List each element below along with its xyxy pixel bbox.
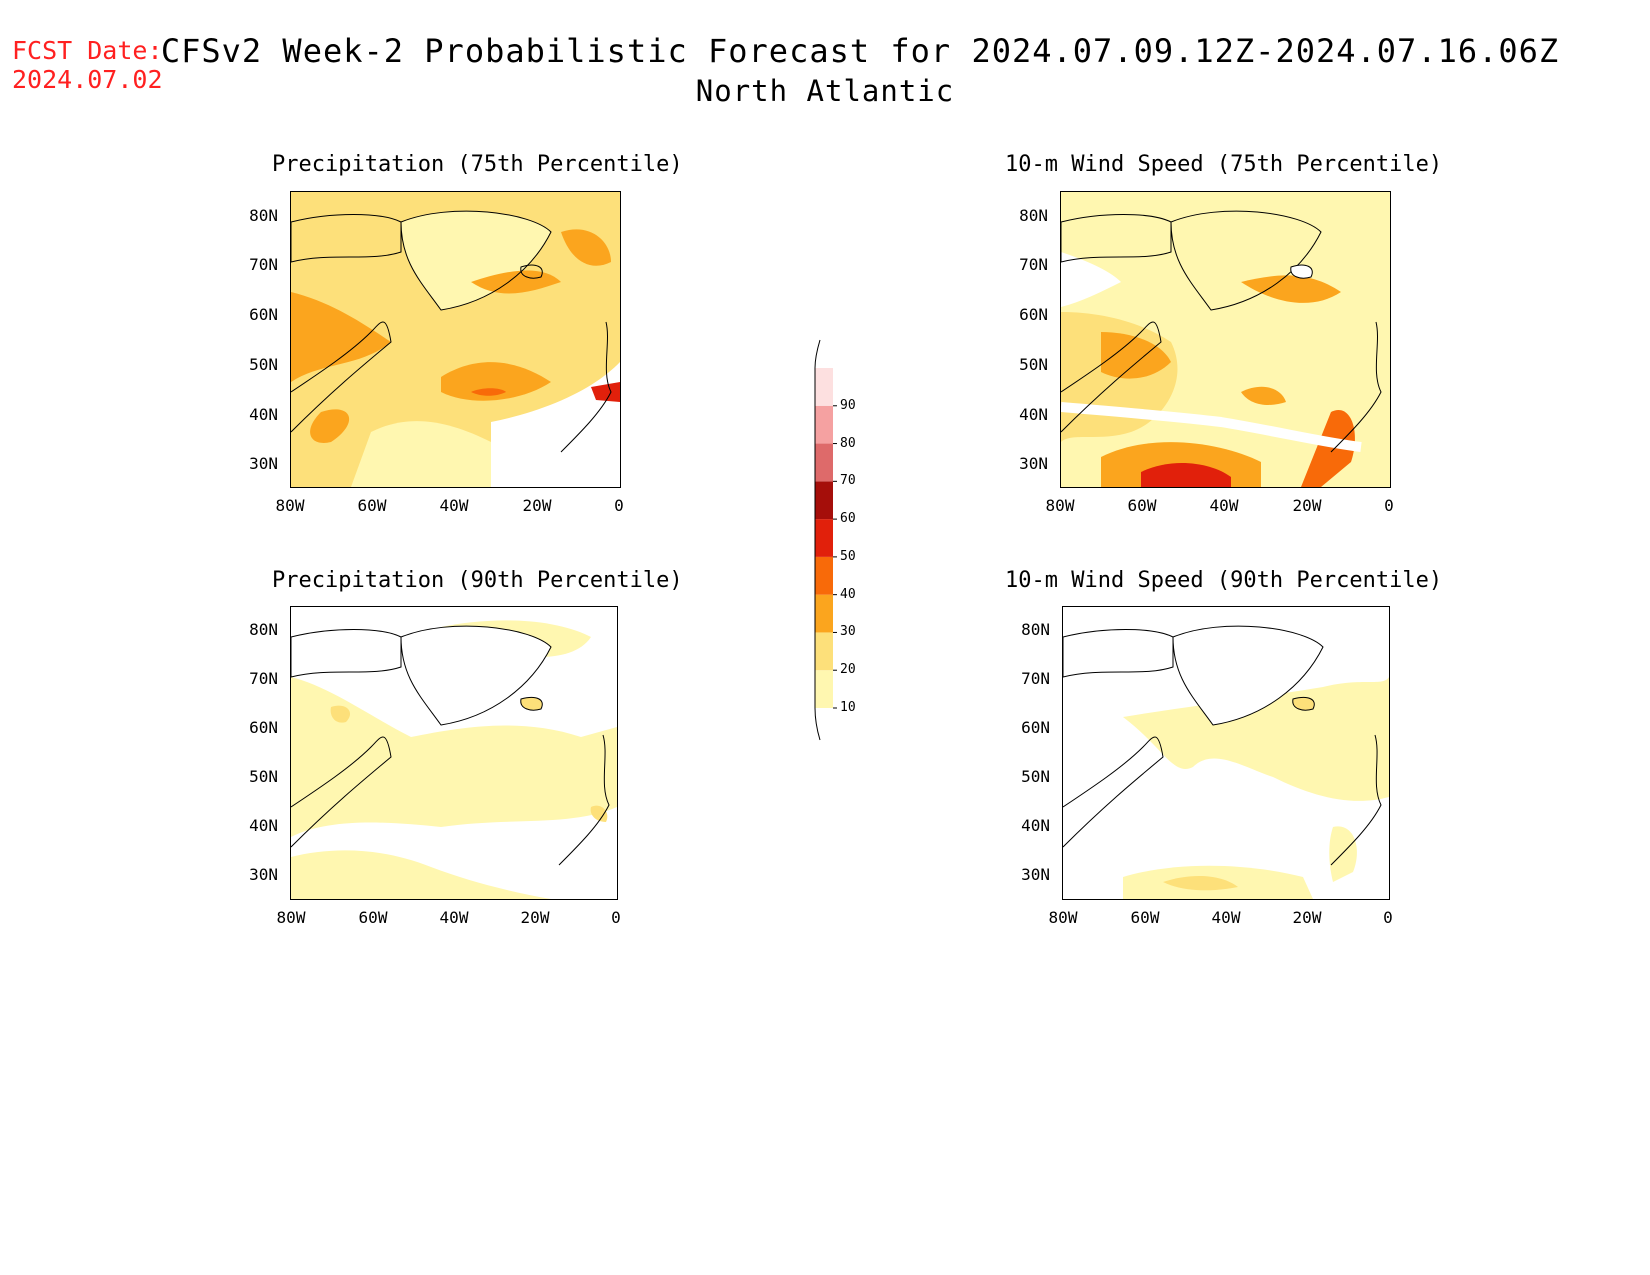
colorbar-label: 70 (840, 473, 856, 489)
lat-label: 70N (249, 669, 278, 688)
forecast-date-block: FCST Date: 2024.07.02 (12, 36, 163, 94)
panel-title: Precipitation (90th Percentile) (272, 568, 683, 593)
lon-label: 80W (275, 496, 305, 515)
lon-label: 80W (276, 908, 306, 927)
colorbar-label: 20 (840, 662, 856, 678)
lat-label: 70N (249, 255, 278, 274)
map-precip-90 (290, 606, 618, 900)
colorbar-swatch (815, 368, 833, 406)
lon-label: 40W (1209, 496, 1239, 515)
lat-label: 80N (1019, 206, 1048, 225)
lon-label: 60W (1127, 496, 1157, 515)
colorbar-label: 90 (840, 397, 856, 413)
map-field (291, 607, 617, 899)
panel-title: Precipitation (75th Percentile) (272, 152, 683, 177)
map-wind-90 (1062, 606, 1390, 900)
colorbar: 10 20 30 40 50 60 70 80 90 (812, 338, 872, 752)
panel-title: 10-m Wind Speed (90th Percentile) (1005, 568, 1443, 593)
colorbar-label: 50 (840, 548, 856, 564)
map-field (291, 192, 620, 487)
lat-label: 30N (249, 454, 278, 473)
lon-label: 20W (520, 908, 550, 927)
lon-label: 0 (1383, 908, 1393, 927)
lat-label: 80N (1021, 620, 1050, 639)
lon-label: 80W (1048, 908, 1078, 927)
forecast-date-value: 2024.07.02 (12, 65, 163, 94)
colorbar-swatch (815, 519, 833, 557)
lat-label: 50N (249, 767, 278, 786)
colorbar-graphic (814, 339, 837, 741)
lat-label: 40N (249, 405, 278, 424)
lat-label: 30N (1021, 865, 1050, 884)
map-precip-75 (290, 191, 621, 488)
lon-label: 40W (439, 908, 469, 927)
lon-label: 80W (1045, 496, 1075, 515)
lat-label: 40N (249, 816, 278, 835)
lat-label: 70N (1019, 255, 1048, 274)
colorbar-swatch (815, 556, 833, 595)
lon-label: 40W (1211, 908, 1241, 927)
lon-label: 60W (1130, 908, 1160, 927)
lon-label: 0 (611, 908, 621, 927)
lon-label: 0 (1384, 496, 1394, 515)
colorbar-swatch (815, 594, 833, 633)
colorbar-label: 10 (840, 700, 856, 715)
colorbar-label: 30 (840, 624, 856, 640)
lat-label: 80N (249, 206, 278, 225)
colorbar-swatch (815, 443, 833, 482)
map-field (1061, 192, 1390, 487)
forecast-date-label: FCST Date: (12, 36, 163, 65)
lat-label: 60N (1021, 718, 1050, 737)
map-wind-75 (1060, 191, 1391, 488)
colorbar-swatch (815, 481, 833, 520)
lon-label: 20W (1292, 496, 1322, 515)
lat-label: 50N (1021, 767, 1050, 786)
lon-label: 0 (614, 496, 624, 515)
figure-title-block: CFSv2 Week-2 Probabilistic Forecast for … (0, 32, 1650, 108)
colorbar-swatch (815, 632, 833, 671)
colorbar-swatch (815, 670, 833, 708)
panel-title: 10-m Wind Speed (75th Percentile) (1005, 152, 1443, 177)
lon-label: 60W (357, 496, 387, 515)
lat-label: 60N (249, 718, 278, 737)
lon-label: 60W (358, 908, 388, 927)
figure-subtitle: North Atlantic (695, 74, 955, 108)
colorbar-swatch (815, 405, 833, 444)
lon-label: 20W (522, 496, 552, 515)
lat-label: 30N (249, 865, 278, 884)
map-field (1063, 607, 1389, 899)
lon-label: 20W (1292, 908, 1322, 927)
lon-label: 40W (439, 496, 469, 515)
figure-title: CFSv2 Week-2 Probabilistic Forecast for … (160, 32, 1560, 70)
lat-label: 40N (1019, 405, 1048, 424)
lat-label: 60N (1019, 305, 1048, 324)
colorbar-label: 80 (840, 435, 856, 451)
lat-label: 80N (249, 620, 278, 639)
lat-label: 50N (1019, 355, 1048, 374)
lat-label: 50N (249, 355, 278, 374)
lat-label: 70N (1021, 669, 1050, 688)
colorbar-label: 40 (840, 586, 856, 602)
lat-label: 40N (1021, 816, 1050, 835)
lat-label: 60N (249, 305, 278, 324)
lat-label: 30N (1019, 454, 1048, 473)
colorbar-label: 60 (840, 511, 856, 527)
